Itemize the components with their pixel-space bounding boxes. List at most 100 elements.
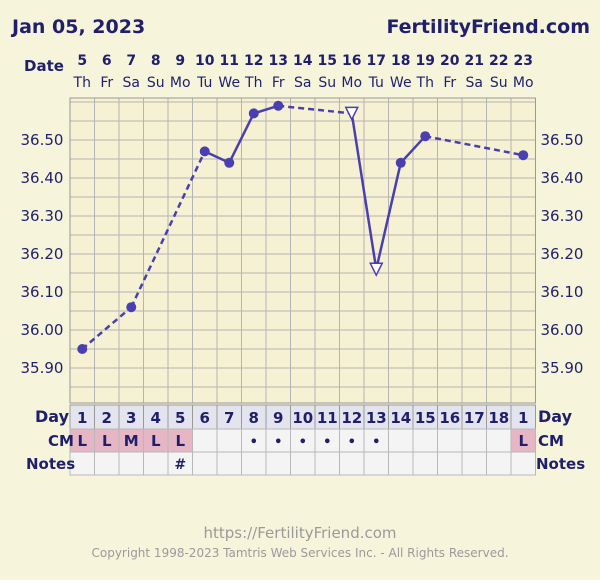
cm-cell: [192, 428, 218, 453]
date-tick-label: 21: [465, 53, 484, 69]
cm-cell: [412, 428, 438, 453]
cm-value: L: [151, 432, 161, 450]
cm-row-label-right: CM: [538, 432, 564, 450]
date-tick-label: 9: [175, 53, 185, 69]
temperature-line-segment: [228, 112, 255, 164]
temperature-point[interactable]: [420, 131, 431, 142]
day-cell: [265, 404, 291, 430]
notes-cell: [388, 451, 414, 476]
y-tick-label-left: 36.30: [21, 207, 64, 225]
temperature-point[interactable]: [273, 100, 284, 111]
y-tick-label-left: 36.10: [21, 283, 64, 301]
notes-cell: [192, 451, 218, 476]
temperature-point[interactable]: [395, 157, 406, 168]
date-tick-label: 18: [391, 53, 410, 69]
footer-url: https://FertilityFriend.com: [203, 524, 396, 542]
temperature-line-segment: [81, 306, 133, 350]
notes-cell: [94, 451, 120, 476]
cycle-day-label: 12: [341, 409, 362, 427]
temperature-point[interactable]: [224, 157, 235, 168]
cycle-day-label: 15: [415, 409, 436, 427]
footer-copyright: Copyright 1998-2023 Tamtris Web Services…: [91, 546, 508, 560]
cm-value: L: [518, 432, 528, 450]
cm-value: •: [299, 435, 307, 450]
plot-area: [70, 98, 536, 403]
notes-cell: [412, 451, 438, 476]
cm-value: •: [323, 435, 331, 450]
date-tick-label: 8: [151, 53, 161, 69]
date-tick-label: 23: [514, 53, 533, 69]
y-tick-label-left: 36.40: [21, 169, 64, 187]
temperature-point[interactable]: [518, 150, 529, 161]
date-tick-label: 20: [440, 53, 460, 69]
day-cell: [486, 404, 512, 430]
notes-row-label-right: Notes: [536, 455, 585, 473]
y-tick-label-left: 35.90: [21, 359, 64, 377]
cm-value: •: [274, 435, 282, 450]
day-cell: [216, 404, 242, 430]
cm-value: •: [250, 435, 258, 450]
date-tick-label: 13: [269, 53, 288, 69]
cm-value: M: [124, 432, 139, 450]
weekday-label: We: [218, 75, 240, 91]
notes-cell: [241, 451, 267, 476]
notes-cell: [216, 451, 242, 476]
date-row-label: Date: [24, 57, 64, 75]
cm-cell: [437, 428, 463, 453]
weekday-label: Sa: [466, 75, 483, 91]
weekday-label: We: [390, 75, 412, 91]
cm-value: •: [372, 435, 380, 450]
temperature-point[interactable]: [126, 302, 137, 313]
temperature-point[interactable]: [248, 108, 259, 119]
notes-cell: [143, 451, 169, 476]
weekday-label: Tu: [368, 75, 384, 91]
date-tick-label: 11: [220, 53, 239, 69]
date-tick-label: 16: [342, 53, 361, 69]
notes-cell: [314, 451, 340, 476]
cycle-day-label: 1: [77, 409, 87, 427]
cycle-day-label: 9: [273, 409, 283, 427]
notes-value: #: [174, 457, 186, 473]
y-tick-label-right: 36.40: [541, 169, 584, 187]
cycle-day-label: 1: [518, 409, 528, 427]
plot-border: [69, 97, 536, 404]
day-row-label-right: Day: [538, 407, 573, 426]
date-tick-label: 14: [293, 53, 313, 69]
cycle-day-label: 11: [317, 409, 338, 427]
cm-cell: [461, 428, 487, 453]
notes-cell: [437, 451, 463, 476]
notes-cell: [486, 451, 512, 476]
temperature-point-excluded[interactable]: [369, 262, 384, 277]
y-tick-label-right: 35.90: [541, 359, 584, 377]
notes-cell: [461, 451, 487, 476]
cycle-day-label: 13: [366, 409, 387, 427]
notes-cell: [339, 451, 365, 476]
cm-cell: [388, 428, 414, 453]
day-cell: [118, 404, 144, 430]
cycle-day-label: 18: [488, 409, 509, 427]
date-tick-label: 15: [318, 53, 337, 69]
day-cell: [339, 404, 365, 430]
temperature-point[interactable]: [77, 344, 88, 354]
cm-value: L: [77, 432, 87, 450]
cycle-day-label: 14: [390, 409, 411, 427]
weekday-label: Fr: [443, 75, 456, 91]
weekday-label: Tu: [196, 75, 212, 91]
cycle-day-label: 7: [224, 409, 234, 427]
date-tick-label: 12: [244, 53, 263, 69]
notes-cell: [510, 451, 536, 476]
day-cell: [437, 404, 463, 430]
date-tick-label: 7: [126, 53, 136, 69]
temperature-point[interactable]: [199, 146, 210, 157]
day-cell: [192, 404, 218, 430]
notes-cell: [118, 451, 144, 476]
cycle-day-label: 16: [439, 409, 460, 427]
site-name: FertilityFriend.com: [386, 16, 590, 38]
temperature-point-excluded[interactable]: [344, 106, 359, 122]
cm-cell: [486, 428, 512, 453]
cycle-day-label: 17: [464, 409, 485, 427]
date-tick-label: 6: [102, 53, 112, 69]
notes-cell: [265, 451, 291, 476]
day-cell: [241, 404, 267, 430]
